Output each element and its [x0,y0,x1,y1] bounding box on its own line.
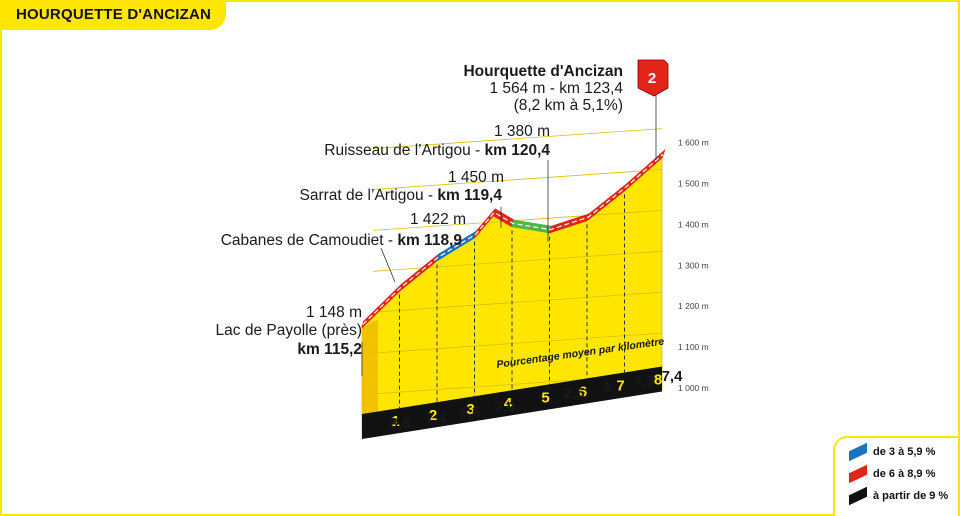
annotation-payolle-elev: 1 148 m [306,304,362,321]
category-label: 2 [648,70,656,87]
grid-line [373,169,663,190]
km-band [362,366,662,439]
title-tab: HOURQUETTE D'ANCIZAN [0,0,226,30]
km-marker-1: 1 [391,413,399,430]
y-tick-1200: 1 200 m [678,301,709,311]
annotation-payolle-name: Lac de Payolle (près) [216,322,362,339]
gradient-label-5: 2,5 [564,385,585,402]
annotation-sarrat-km: km 119,4 [437,187,502,204]
gradient-label-4: 7,9 [495,399,516,416]
annotation-camoudiet-name: Cabanes de Camoudiet - [221,232,398,249]
y-tick-1600: 1 600 m [678,138,709,148]
grid-line [373,128,663,149]
km-marker-8: 8 [654,371,662,388]
km-marker-2: 2 [429,407,437,424]
km-marker-4: 4 [504,395,513,412]
km-marker-7: 7 [616,377,624,394]
y-tick-1500: 1 500 m [678,179,709,189]
legend-swatch-black [849,486,867,506]
ribbon-centerline [362,153,664,325]
annotation-payolle-km: km 115,2 [297,341,362,358]
y-tick-1100: 1 100 m [678,342,709,352]
legend-item-red: de 6 à 8,9 % [849,464,935,484]
gradient-label-7: 7,3 [634,373,655,390]
annotation-ruisseau-km: km 120,4 [485,142,551,159]
leader-line-1 [380,247,396,283]
annotation-ruisseau: Ruisseau de l’Artigou - km 120,4 [324,142,550,159]
gradient-label-1: 8,8 [390,415,411,432]
annotation-sarrat: Sarrat de l’Artigou - km 119,4 [300,187,503,204]
profile-left-face [362,319,378,438]
km-marker-6: 6 [579,383,587,400]
y-tick-1400: 1 400 m [678,219,709,229]
legend-item-black: à partir de 9 % [849,486,948,506]
annotation-camoudiet-km: km 118,9 [397,232,462,249]
gradient-label-2: 7,4 [426,410,448,427]
km-marker-5: 5 [541,389,549,406]
annotation-sarrat-name: Sarrat de l’Artigou - [300,187,438,204]
chart-title: HOURQUETTE D'ANCIZAN [16,6,212,23]
gradient-label-6: 6 [604,378,612,395]
category-flag-icon [637,59,669,97]
segment-red-4 [548,148,666,234]
y-tick-1000: 1 000 m [678,383,709,393]
y-tick-1300: 1 300 m [678,260,709,270]
summit-name: Hourquette d'Ancizan [463,63,623,80]
annotation-camoudiet-elev: 1 422 m [410,211,466,228]
legend-swatch-red [849,464,867,484]
annotation-camoudiet: Cabanes de Camoudiet - km 118,9 [221,232,463,249]
annotation-ruisseau-name: Ruisseau de l’Artigou - [324,142,484,159]
summit-climb-stats: (8,2 km à 5,1%) [514,97,623,114]
legend: de 3 à 5,9 % de 6 à 8,9 % à partir de 9 … [833,436,958,516]
legend-swatch-blue [849,442,867,462]
grid-line [373,291,663,313]
gradient-label-3: 5,6 [460,404,481,421]
grid-line [373,332,663,354]
summit-elevation-km: 1 564 m - km 123,4 [489,80,623,97]
annotation-sarrat-elev: 1 450 m [448,169,504,186]
km-marker-3: 3 [466,401,474,418]
gradient-label-8: 7,4 [662,368,684,385]
legend-item-blue: de 3 à 5,9 % [849,442,935,462]
annotation-ruisseau-elev: 1 380 m [494,123,550,140]
